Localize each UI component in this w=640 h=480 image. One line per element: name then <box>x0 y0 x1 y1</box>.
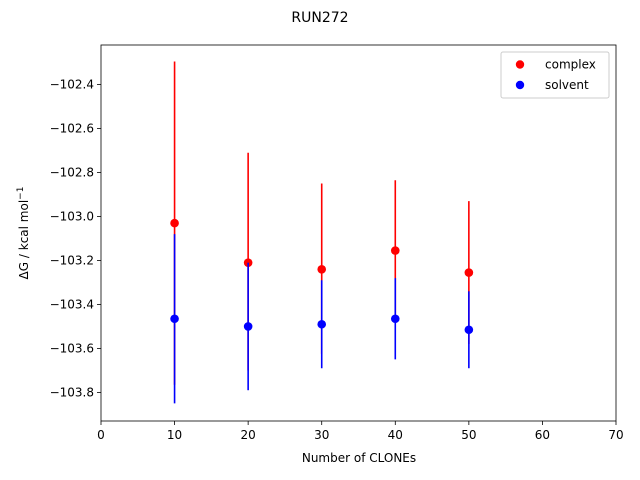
plot-area: 0 10 20 30 40 50 60 70 −103.8 −103.6 −103.4 −103.2… <box>50 44 624 442</box>
y-axis-ticks: −103.8 −103.6 −103.4 −103.2 −103.0 −102.8 −102… <box>50 78 101 399</box>
axes-frame <box>100 44 617 422</box>
legend: complex solvent <box>500 51 610 99</box>
solvent-point <box>464 325 474 335</box>
solvent-point <box>243 322 253 331</box>
y-tick-label: −103.0 <box>50 210 94 224</box>
y-tick-label: −102.6 <box>50 122 94 136</box>
y-axis-title: ΔG / kcal mol−1 <box>16 187 31 280</box>
x-tick-label: 30 <box>314 428 329 442</box>
y-tick-label: −102.4 <box>50 78 94 92</box>
series-layer <box>170 61 474 404</box>
y-tick-label: −103.6 <box>50 341 94 355</box>
x-tick-label: 60 <box>535 428 550 442</box>
x-tick-label: 10 <box>167 428 182 442</box>
legend-box <box>500 51 610 99</box>
series-solvent <box>170 234 474 404</box>
y-tick-label: −102.8 <box>50 166 94 180</box>
x-tick-label: 50 <box>461 428 476 442</box>
complex-point <box>390 246 400 255</box>
legend-marker-complex <box>515 60 525 69</box>
chart-title: RUN272 <box>291 10 348 26</box>
y-tick-label: −103.8 <box>50 385 94 399</box>
x-tick-label: 70 <box>608 428 623 442</box>
x-tick-label: 0 <box>97 428 105 442</box>
complex-point <box>317 264 327 274</box>
y-tick-label: −103.4 <box>50 297 94 311</box>
y-axis-title-main: ΔG / kcal mol <box>17 200 31 280</box>
x-tick-label: 40 <box>388 428 403 442</box>
y-axis-title-superscript: −1 <box>16 187 26 200</box>
x-tick-label: 20 <box>241 428 256 442</box>
legend-marker-solvent <box>515 80 525 90</box>
y-tick-label: −103.2 <box>50 253 94 267</box>
solvent-point <box>317 319 327 329</box>
complex-point <box>170 218 179 228</box>
legend-label-solvent: solvent <box>545 78 589 92</box>
solvent-point <box>170 314 179 324</box>
legend-label-complex: complex <box>545 58 596 72</box>
x-axis-title: Number of CLONEs <box>302 451 416 465</box>
complex-point <box>464 268 474 277</box>
x-axis-ticks: 0 10 20 30 40 50 60 70 <box>97 421 624 442</box>
solvent-point <box>390 314 400 324</box>
